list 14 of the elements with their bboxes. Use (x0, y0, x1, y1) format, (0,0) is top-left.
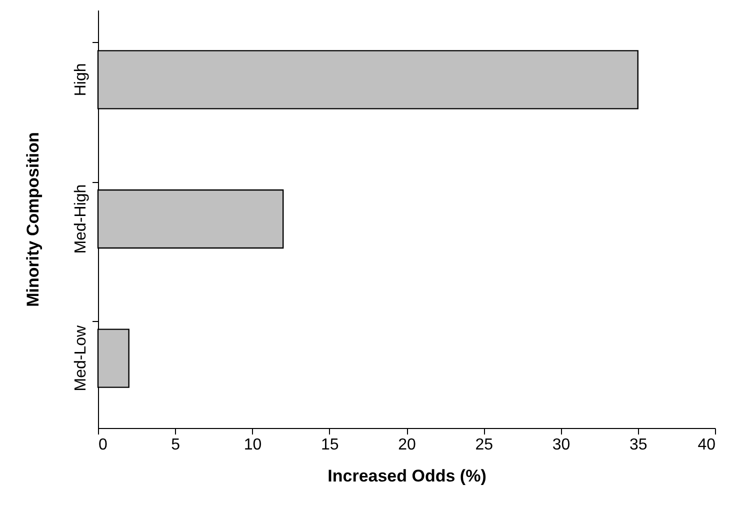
x-axis-title: Increased Odds (%) (328, 466, 486, 486)
y-tick-label: High (72, 63, 90, 96)
y-tick-label: Med-High (72, 184, 90, 254)
x-tick-label: 40 (698, 436, 716, 454)
y-axis-title: Minority Composition (24, 132, 42, 307)
x-tick-label: 5 (171, 436, 180, 454)
x-tick-label: 20 (398, 436, 416, 454)
y-tick-label: Med-Low (72, 324, 90, 392)
x-tick-label: 15 (320, 436, 339, 454)
x-tick-label: 30 (552, 436, 570, 454)
x-tick-label: 35 (629, 436, 648, 454)
x-tick-label: 25 (475, 436, 494, 454)
x-tick-label: 10 (244, 436, 262, 454)
x-tick-label: 0 (98, 436, 108, 454)
